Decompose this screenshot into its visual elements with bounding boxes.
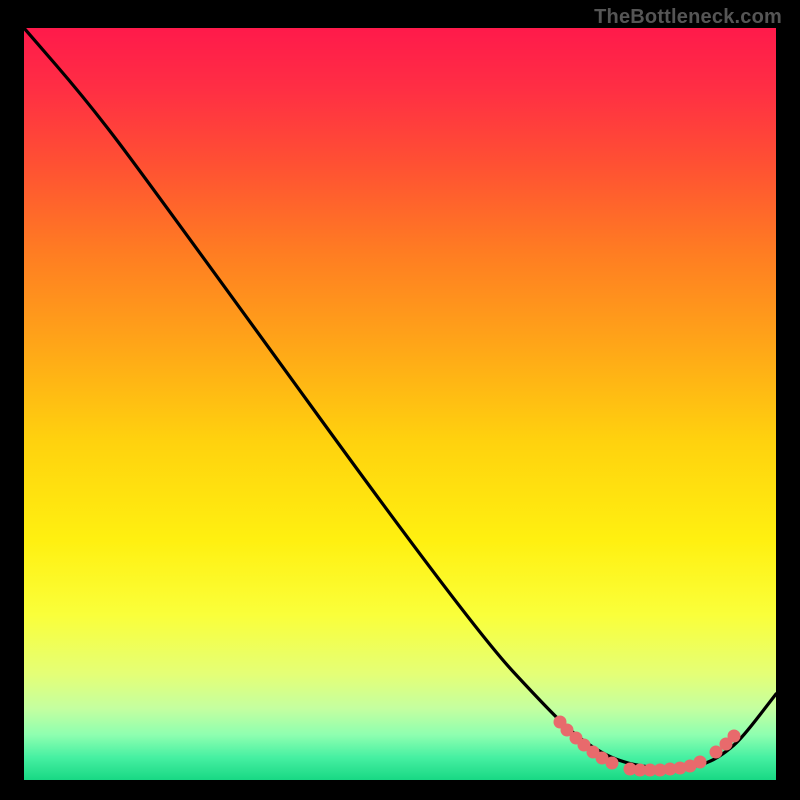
chart-container: TheBottleneck.com — [0, 0, 800, 800]
watermark-text: TheBottleneck.com — [594, 6, 782, 29]
data-marker — [606, 757, 619, 770]
chart-svg — [24, 28, 776, 780]
data-marker — [694, 756, 707, 769]
plot-area — [24, 28, 776, 780]
gradient-background — [24, 28, 776, 780]
data-marker — [728, 730, 741, 743]
